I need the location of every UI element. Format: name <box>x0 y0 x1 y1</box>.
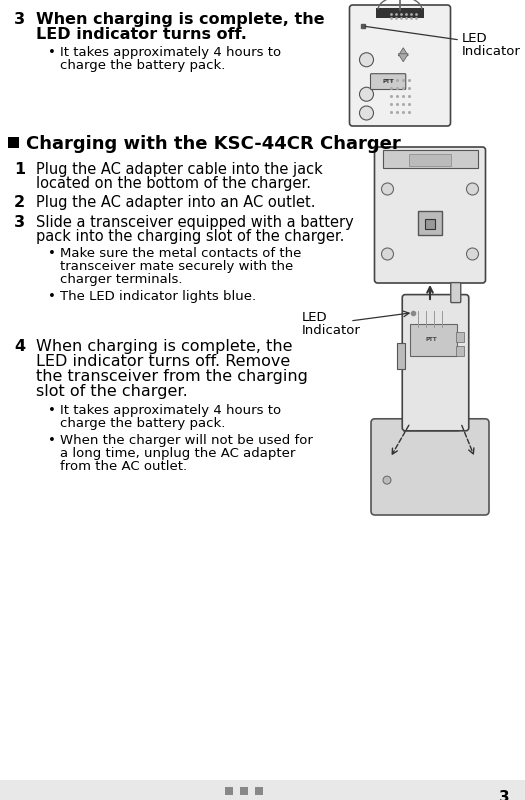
Text: It takes approximately 4 hours to: It takes approximately 4 hours to <box>60 404 281 417</box>
Text: PTT: PTT <box>382 79 394 84</box>
Text: a long time, unplug the AC adapter: a long time, unplug the AC adapter <box>60 447 296 460</box>
Bar <box>0 780 525 800</box>
Circle shape <box>382 183 394 195</box>
Bar <box>397 343 405 370</box>
Circle shape <box>467 248 478 260</box>
Text: charger terminals.: charger terminals. <box>60 273 183 286</box>
Text: located on the bottom of the charger.: located on the bottom of the charger. <box>36 176 311 191</box>
Circle shape <box>360 87 373 102</box>
Text: Indicator: Indicator <box>302 324 361 337</box>
Bar <box>410 324 457 356</box>
Text: It takes approximately 4 hours to: It takes approximately 4 hours to <box>60 46 281 59</box>
FancyBboxPatch shape <box>371 74 406 90</box>
Text: When the charger will not be used for: When the charger will not be used for <box>60 434 313 447</box>
Text: LED: LED <box>302 311 328 324</box>
Text: •: • <box>48 247 56 260</box>
Text: pack into the charging slot of the charger.: pack into the charging slot of the charg… <box>36 229 344 244</box>
Bar <box>240 787 248 795</box>
Text: Charging with the KSC-44CR Charger: Charging with the KSC-44CR Charger <box>26 135 401 153</box>
Text: from the AC outlet.: from the AC outlet. <box>60 460 187 473</box>
Text: slot of the charger.: slot of the charger. <box>36 384 188 399</box>
Text: the transceiver from the charging: the transceiver from the charging <box>36 369 308 384</box>
Text: Make sure the metal contacts of the: Make sure the metal contacts of the <box>60 247 301 260</box>
Bar <box>456 332 464 342</box>
Text: charge the battery pack.: charge the battery pack. <box>60 417 225 430</box>
FancyBboxPatch shape <box>409 306 451 332</box>
Text: Indicator: Indicator <box>462 45 521 58</box>
Circle shape <box>382 248 394 260</box>
Bar <box>403 421 457 430</box>
Bar <box>255 787 263 795</box>
Text: 3: 3 <box>499 790 510 800</box>
Text: 3: 3 <box>14 215 25 230</box>
Text: 3: 3 <box>14 12 25 27</box>
Bar <box>383 150 478 168</box>
Text: transceiver mate securely with the: transceiver mate securely with the <box>60 260 293 273</box>
Text: 4: 4 <box>14 339 25 354</box>
Text: 2: 2 <box>14 195 25 210</box>
Text: When charging is complete, the: When charging is complete, the <box>36 12 324 27</box>
Text: •: • <box>48 290 56 303</box>
FancyBboxPatch shape <box>402 294 469 430</box>
Text: Plug the AC adapter cable into the jack: Plug the AC adapter cable into the jack <box>36 162 323 177</box>
Text: •: • <box>48 46 56 59</box>
Text: When charging is complete, the: When charging is complete, the <box>36 339 292 354</box>
Text: PTT: PTT <box>426 338 437 342</box>
Circle shape <box>360 106 373 120</box>
Text: LED indicator turns off. Remove: LED indicator turns off. Remove <box>36 354 290 369</box>
Bar <box>8 137 19 148</box>
Text: Slide a transceiver equipped with a battery: Slide a transceiver equipped with a batt… <box>36 215 354 230</box>
Bar <box>225 787 233 795</box>
Circle shape <box>360 53 373 66</box>
Circle shape <box>467 183 478 195</box>
FancyBboxPatch shape <box>350 5 450 126</box>
Text: LED: LED <box>462 32 488 45</box>
Bar <box>376 8 424 18</box>
Bar <box>418 210 442 234</box>
Circle shape <box>383 476 391 484</box>
Text: The LED indicator lights blue.: The LED indicator lights blue. <box>60 290 256 303</box>
FancyBboxPatch shape <box>451 282 461 302</box>
Bar <box>425 218 435 229</box>
FancyBboxPatch shape <box>371 419 489 515</box>
FancyBboxPatch shape <box>374 147 486 283</box>
Text: 1: 1 <box>14 162 25 177</box>
Bar <box>456 346 464 356</box>
Bar <box>409 154 451 166</box>
Polygon shape <box>398 48 408 56</box>
Text: •: • <box>48 404 56 417</box>
Text: LED indicator turns off.: LED indicator turns off. <box>36 27 247 42</box>
Polygon shape <box>398 54 408 62</box>
Text: •: • <box>48 434 56 447</box>
Text: charge the battery pack.: charge the battery pack. <box>60 59 225 72</box>
Text: Plug the AC adapter into an AC outlet.: Plug the AC adapter into an AC outlet. <box>36 195 316 210</box>
